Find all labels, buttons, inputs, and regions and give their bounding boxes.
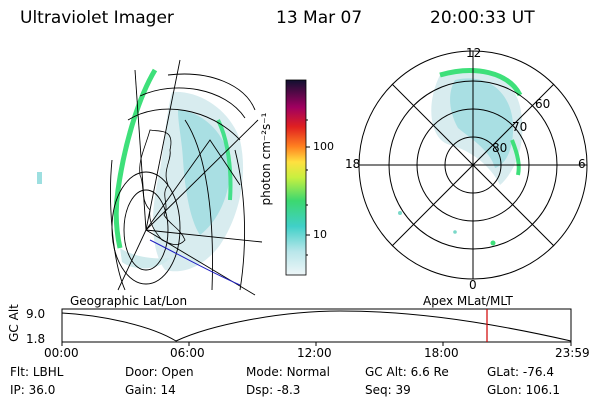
auroral-arc-east [216,119,233,201]
polar-meridian-diag-2 [391,83,555,247]
observation-time: 20:00:33 UT [430,8,535,28]
altitude-ytick: 9.0 [26,307,46,321]
polar-image [358,50,588,280]
altitude-curve [61,310,572,342]
info-seq: Seq: 39 [365,383,411,397]
lat-label-60: 60 [535,97,551,111]
auroral-arc-west [113,68,158,249]
lat-lon-graticule [110,59,263,296]
colorbar-tick-label: 10 [313,228,327,241]
time-tick: 18:00 [424,346,459,360]
info-dsp: Dsp: -8.3 [246,383,301,397]
lat-label-80: 80 [492,141,508,155]
geographic-image [37,59,263,296]
right-panel-label: Apex MLat/MLT [423,294,513,308]
time-tick: 23:59 [555,346,590,360]
polar-auroral-arc [439,68,523,97]
info-door: Door: Open [125,365,194,379]
instrument-title: Ultraviolet Imager [20,8,174,28]
info-filter: Flt: LBHL [10,365,64,379]
observation-date: 13 Mar 07 [276,8,363,28]
altitude-ytick: 1.8 [26,332,46,346]
altitude-plot [61,308,572,346]
colorbar-unit-label: photon cm⁻²s⁻¹ [259,112,273,206]
polar-emission-mid [450,78,514,168]
info-glat: GLat: -76.4 [487,365,554,379]
info-gain: Gain: 14 [125,383,176,397]
emission-speck [37,172,42,184]
polar-emission-dot [398,211,402,215]
polar-emission-dot [490,240,496,246]
colorbar [285,79,310,276]
terminator-line [149,239,241,286]
info-ip: IP: 36.0 [10,383,56,397]
left-panel-label: Geographic Lat/Lon [70,294,188,308]
time-tick: 06:00 [170,346,205,360]
polar-emission-dot [453,230,457,234]
time-tick: 12:00 [297,346,332,360]
colorbar-tick-label: 100 [313,140,334,153]
polar-auroral-arc-east [510,139,521,176]
info-gc-alt: GC Alt: 6.6 Re [365,365,449,379]
mlt-label-12: 12 [466,46,482,60]
mlt-label-18: 18 [345,157,361,171]
altitude-ylabel: GC Alt [7,304,21,342]
emission-southwest [120,248,170,269]
mlt-label-6: 6 [578,157,586,171]
mlt-label-0: 0 [469,278,477,292]
lat-label-70: 70 [512,120,528,134]
time-tick: 00:00 [44,346,79,360]
info-mode: Mode: Normal [246,365,330,379]
coastline [139,129,186,245]
info-glon: GLon: 106.1 [487,383,560,397]
